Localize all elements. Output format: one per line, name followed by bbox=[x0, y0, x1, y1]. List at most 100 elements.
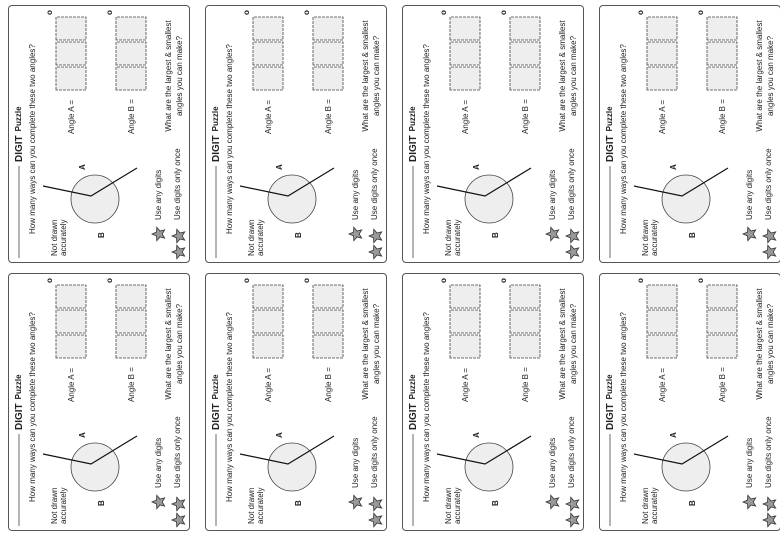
card-content: DIGIT Puzzle How many ways can you complet… bbox=[211, 10, 383, 260]
challenge: angles you can make? bbox=[372, 303, 381, 384]
challenge: angles you can make? bbox=[569, 303, 578, 384]
star bbox=[761, 512, 777, 528]
challenge: What are the largest & smallest bbox=[361, 288, 370, 400]
rule: Use any digits bbox=[745, 170, 754, 220]
rule: Use digits only once bbox=[370, 416, 379, 488]
digit-box bbox=[646, 66, 678, 91]
digit-box bbox=[646, 334, 678, 359]
label-b: B bbox=[97, 500, 106, 506]
challenge: What are the largest & smallest bbox=[164, 20, 173, 132]
digit-box bbox=[509, 41, 541, 66]
card-slot: DIGIT Puzzle How many ways can you complet… bbox=[599, 5, 780, 263]
note: accurately bbox=[453, 488, 462, 524]
digit-box bbox=[312, 41, 344, 66]
puzzle-card: DIGIT Puzzle How many ways can you complet… bbox=[8, 5, 190, 263]
angle-prompt: Angle B = bbox=[324, 99, 333, 134]
card-content: DIGIT Puzzle How many ways can you complet… bbox=[408, 10, 580, 260]
angle-circle bbox=[70, 442, 120, 492]
card-slot: DIGIT Puzzle How many ways can you complet… bbox=[402, 273, 584, 531]
digit-box bbox=[55, 309, 87, 334]
question: How many ways can you complete these two… bbox=[225, 44, 234, 234]
question: How many ways can you complete these two… bbox=[422, 44, 431, 234]
angle-lines bbox=[436, 167, 532, 197]
digit-box bbox=[252, 41, 284, 66]
angle-prompt: Angle A = bbox=[658, 368, 667, 402]
rule: Use digits only once bbox=[764, 416, 773, 488]
challenge: angles you can make? bbox=[372, 35, 381, 116]
note: Not drawn bbox=[444, 220, 453, 256]
degree-sign: o bbox=[439, 10, 448, 15]
star bbox=[564, 244, 580, 260]
card-title: DIGIT Puzzle bbox=[14, 106, 25, 162]
angle-prompt: Angle B = bbox=[718, 367, 727, 402]
star bbox=[367, 512, 383, 528]
degree-sign: o bbox=[302, 10, 311, 15]
rule: Use any digits bbox=[548, 170, 557, 220]
question: How many ways can you complete these two… bbox=[619, 44, 628, 234]
note: accurately bbox=[453, 220, 462, 256]
label-a: A bbox=[669, 164, 678, 170]
title-bold: DIGIT bbox=[605, 403, 616, 430]
rule: Use any digits bbox=[351, 438, 360, 488]
digit-box bbox=[115, 284, 147, 309]
star bbox=[170, 496, 186, 512]
star bbox=[367, 496, 383, 512]
star bbox=[741, 494, 757, 510]
digit-box bbox=[115, 16, 147, 41]
digit-box bbox=[312, 16, 344, 41]
note: Not drawn bbox=[641, 220, 650, 256]
angle-circle bbox=[464, 442, 514, 492]
digit-box bbox=[115, 309, 147, 334]
star bbox=[170, 512, 186, 528]
angle-prompt: Angle B = bbox=[718, 99, 727, 134]
challenge: What are the largest & smallest bbox=[755, 20, 764, 132]
label-a: A bbox=[472, 164, 481, 170]
angle-prompt: Angle A = bbox=[461, 100, 470, 134]
card-title: DIGIT Puzzle bbox=[211, 106, 222, 162]
degree-sign: o bbox=[105, 10, 114, 15]
degree-sign: o bbox=[242, 10, 251, 15]
digit-box bbox=[509, 309, 541, 334]
digit-box bbox=[312, 334, 344, 359]
degree-sign: o bbox=[242, 278, 251, 283]
star bbox=[544, 226, 560, 242]
note: accurately bbox=[650, 220, 659, 256]
rule: Use any digits bbox=[351, 170, 360, 220]
digit-box bbox=[55, 334, 87, 359]
label-b: B bbox=[688, 232, 697, 238]
card-content: DIGIT Puzzle How many ways can you complet… bbox=[408, 278, 580, 528]
digit-box bbox=[509, 284, 541, 309]
note: accurately bbox=[59, 220, 68, 256]
digit-box bbox=[252, 284, 284, 309]
label-a: A bbox=[78, 432, 87, 438]
angle-lines bbox=[436, 435, 532, 465]
title-bold: DIGIT bbox=[211, 135, 222, 162]
star bbox=[761, 244, 777, 260]
digit-box bbox=[115, 334, 147, 359]
card-content: DIGIT Puzzle How many ways can you complet… bbox=[14, 278, 186, 528]
digit-box bbox=[312, 309, 344, 334]
card-content: DIGIT Puzzle How many ways can you complet… bbox=[211, 278, 383, 528]
digit-box bbox=[509, 16, 541, 41]
digit-box bbox=[115, 41, 147, 66]
digit-box bbox=[449, 284, 481, 309]
challenge: angles you can make? bbox=[175, 303, 184, 384]
question: How many ways can you complete these two… bbox=[619, 312, 628, 502]
title-rest: Puzzle bbox=[408, 106, 417, 131]
challenge: angles you can make? bbox=[175, 35, 184, 116]
rule: Use digits only once bbox=[173, 148, 182, 220]
star bbox=[170, 228, 186, 244]
digit-box bbox=[449, 309, 481, 334]
rule: Use digits only once bbox=[567, 148, 576, 220]
digit-box bbox=[706, 66, 738, 91]
star bbox=[564, 496, 580, 512]
title-rest: Puzzle bbox=[14, 106, 23, 131]
rule: Use any digits bbox=[745, 438, 754, 488]
challenge: What are the largest & smallest bbox=[361, 20, 370, 132]
digit-box bbox=[646, 309, 678, 334]
degree-sign: o bbox=[636, 10, 645, 15]
angle-circle bbox=[661, 174, 711, 224]
degree-sign: o bbox=[636, 278, 645, 283]
star bbox=[564, 512, 580, 528]
star bbox=[544, 494, 560, 510]
